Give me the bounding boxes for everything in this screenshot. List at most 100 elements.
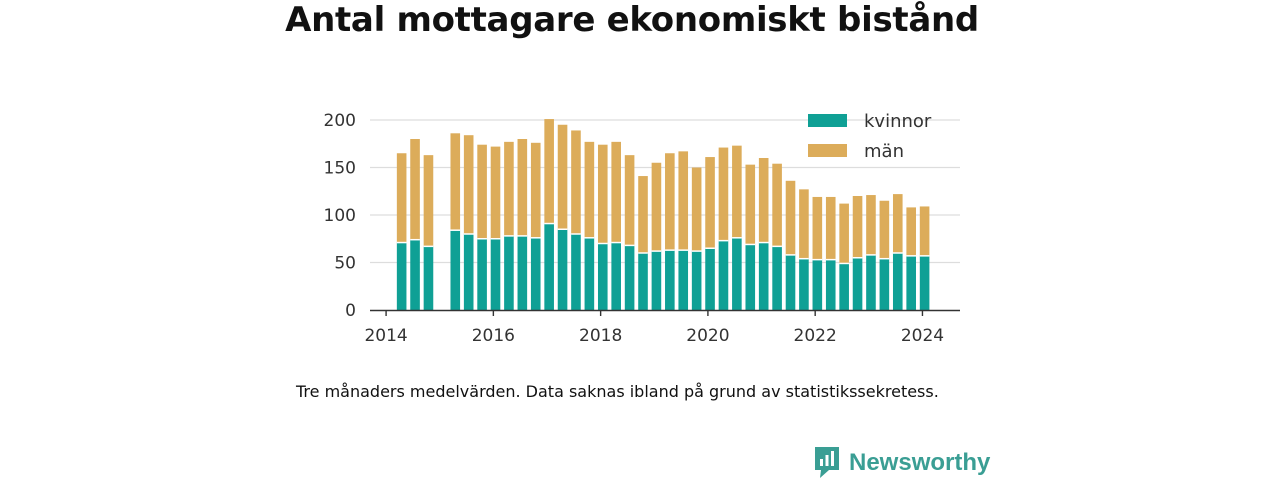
x-tick-label: 2022 (794, 326, 837, 346)
bar-man (879, 200, 890, 259)
bar-kvinnor (678, 250, 689, 310)
y-tick-label: 150 (324, 159, 356, 179)
bar-kvinnor (504, 235, 514, 310)
bar-kvinnor (772, 246, 782, 310)
bar-kvinnor (919, 255, 930, 310)
bar-kvinnor (879, 258, 890, 310)
bar-kvinnor (477, 238, 487, 310)
bar-man (571, 130, 581, 234)
bar-kvinnor (611, 242, 621, 310)
axes: 0 50 100 150 200 2014 2016 2018 2020 2022 2024 (324, 111, 960, 346)
bar-man (866, 195, 876, 255)
bar-kvinnor (423, 246, 434, 310)
bar-man (624, 155, 635, 246)
y-tick-label: 0 (345, 301, 356, 321)
x-tick-label: 2014 (364, 326, 407, 346)
bar-man (892, 194, 903, 253)
bar-kvinnor (557, 229, 568, 310)
legend-swatch (808, 144, 847, 157)
bar-kvinnor (490, 238, 501, 310)
bar-man (490, 146, 501, 239)
bar-man (705, 157, 715, 249)
bar-man (691, 167, 702, 252)
legend-label: män (864, 141, 904, 162)
legend-label: kvinnor (864, 111, 932, 132)
bar-man (544, 119, 554, 224)
bar-kvinnor (396, 242, 407, 310)
bar-man (463, 135, 474, 234)
y-tick-label: 200 (324, 111, 356, 131)
bar-man (772, 163, 782, 247)
bar-kvinnor (571, 234, 581, 310)
x-tick-label: 2020 (686, 326, 729, 346)
chart-title: Antal mottagare ekonomiskt bistånd (285, 0, 979, 40)
bar-man (825, 196, 836, 260)
bar-man (396, 153, 407, 243)
newsworthy-logo-icon (815, 447, 839, 478)
bars (396, 119, 930, 310)
bar-kvinnor (785, 254, 796, 310)
y-tick-label: 100 (324, 206, 356, 226)
bar-man (678, 151, 689, 251)
bar-kvinnor (705, 248, 715, 310)
bar-man (423, 155, 434, 247)
bar-kvinnor (758, 242, 769, 310)
bar-kvinnor (866, 254, 876, 310)
bar-kvinnor (745, 244, 756, 310)
bar-kvinnor (852, 257, 863, 310)
bar-kvinnor (812, 259, 823, 310)
bar-kvinnor (839, 263, 849, 310)
bar-man (450, 133, 461, 231)
bar-kvinnor (597, 243, 608, 310)
bar-kvinnor (544, 223, 554, 310)
bar-kvinnor (691, 251, 702, 310)
bar-man (919, 206, 930, 256)
y-tick-label: 50 (334, 254, 356, 274)
bar-man (410, 139, 420, 240)
bar-kvinnor (410, 239, 420, 310)
legend-swatch (808, 114, 847, 127)
chart-caption: Tre månaders medelvärden. Data saknas ib… (296, 382, 939, 401)
bar-man (517, 139, 528, 236)
bar-man (758, 158, 769, 243)
bar-kvinnor (450, 230, 461, 310)
bar-kvinnor (892, 253, 903, 310)
x-tick-label: 2024 (901, 326, 944, 346)
bar-man (852, 196, 863, 258)
bar-man (745, 164, 756, 245)
bar-kvinnor (463, 234, 474, 310)
bar-man (530, 142, 541, 238)
brand-name: Newsworthy (849, 449, 991, 476)
bar-kvinnor (732, 237, 742, 310)
bar-kvinnor (651, 251, 662, 310)
bar-kvinnor (665, 250, 675, 310)
bar-man (611, 141, 621, 243)
bar-kvinnor (624, 245, 635, 310)
bar-man (638, 176, 648, 253)
bar-man (504, 141, 514, 236)
legend: kvinnor män (808, 111, 932, 162)
bar-man (732, 145, 742, 238)
x-tick-label: 2018 (579, 326, 622, 346)
bar-man (665, 153, 675, 251)
bar-man (584, 141, 595, 238)
bar-man (597, 144, 608, 244)
bar-man (906, 207, 916, 256)
bar-kvinnor (517, 235, 528, 310)
bar-kvinnor (825, 259, 836, 310)
bar-kvinnor (638, 253, 648, 310)
bar-man (718, 147, 729, 241)
bar-man (839, 203, 849, 264)
bar-kvinnor (799, 258, 809, 310)
bar-kvinnor (530, 237, 541, 310)
bar-man (477, 144, 487, 239)
bar-man (651, 162, 662, 252)
bar-man (812, 196, 823, 260)
bar-kvinnor (906, 255, 916, 310)
bar-kvinnor (718, 240, 729, 310)
brand: Newsworthy (813, 446, 990, 480)
bar-kvinnor (584, 237, 595, 310)
x-tick-label: 2016 (472, 326, 515, 346)
bar-man (557, 124, 568, 230)
